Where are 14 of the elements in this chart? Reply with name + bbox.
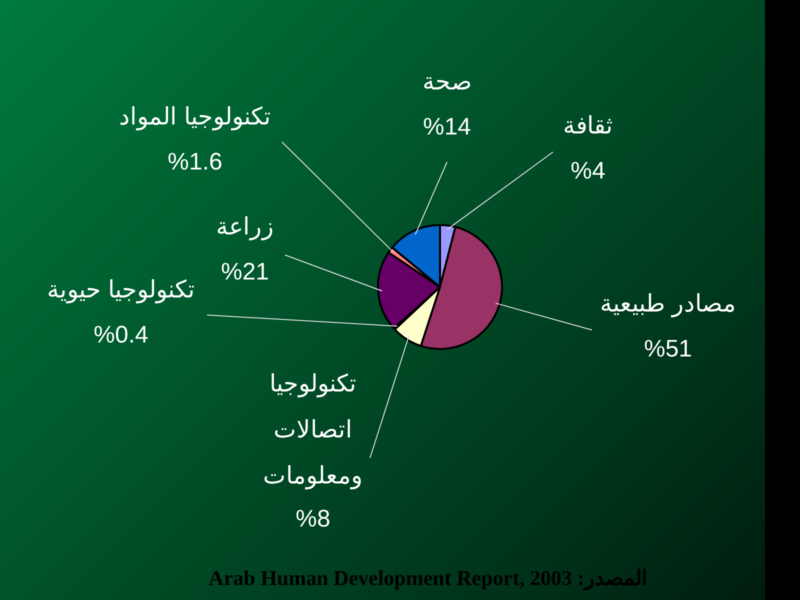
data-label: %51	[644, 336, 692, 363]
data-label: %21	[220, 258, 270, 286]
slice-label: ثقافة	[563, 112, 613, 140]
slice-label: مصادر طبيعية	[600, 290, 736, 318]
slice-label: تكنولوجيا حيوية	[47, 276, 195, 304]
data-label: %4	[570, 158, 606, 185]
data-label: %14	[422, 114, 472, 141]
data-label: %8	[296, 506, 330, 533]
slice-label: تكنولوجيا المواد	[119, 104, 271, 131]
slice-label: زراعة	[216, 214, 274, 241]
data-label: %1.6	[168, 148, 222, 176]
data-label: %0.4	[94, 322, 148, 349]
slice-label: تكنولوجيا اتصالات ومعلومات	[263, 370, 363, 490]
slice-label: صحة	[422, 68, 472, 96]
